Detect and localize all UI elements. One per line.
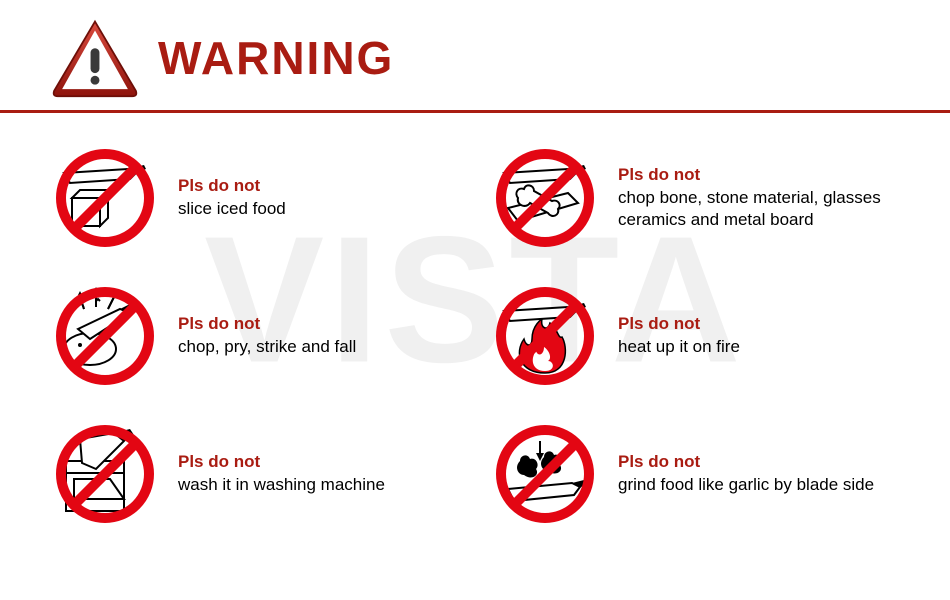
prohibit-icon bbox=[490, 143, 600, 253]
prohibit-icon bbox=[490, 281, 600, 391]
prohibit-icon bbox=[50, 419, 160, 529]
header: WARNING bbox=[0, 0, 950, 113]
strike-icon bbox=[50, 281, 160, 391]
warning-body: grind food like garlic by blade side bbox=[618, 474, 874, 497]
fire-icon bbox=[490, 281, 600, 391]
warning-item: Pls do not slice iced food bbox=[50, 143, 460, 253]
warning-item: Pls do not chop, pry, strike and fall bbox=[50, 281, 460, 391]
warning-body: chop bone, stone material, glasses ceram… bbox=[618, 187, 900, 233]
warning-body: wash it in washing machine bbox=[178, 474, 385, 497]
garlic-icon bbox=[490, 419, 600, 529]
warning-grid: Pls do not slice iced food Pls do not ch… bbox=[0, 113, 950, 549]
warning-item: Pls do not wash it in washing machine bbox=[50, 419, 460, 529]
warning-text: Pls do not slice iced food bbox=[178, 175, 286, 221]
warning-item: Pls do not grind food like garlic by bla… bbox=[490, 419, 900, 529]
warning-heading: Pls do not bbox=[178, 175, 286, 198]
warning-text: Pls do not heat up it on fire bbox=[618, 313, 740, 359]
warning-item: Pls do not heat up it on fire bbox=[490, 281, 900, 391]
warning-heading: Pls do not bbox=[618, 164, 900, 187]
bone-board-icon bbox=[490, 143, 600, 253]
warning-text: Pls do not chop bone, stone material, gl… bbox=[618, 164, 900, 233]
warning-triangle-icon bbox=[50, 18, 140, 98]
warning-text: Pls do not wash it in washing machine bbox=[178, 451, 385, 497]
page-title: WARNING bbox=[158, 31, 394, 85]
warning-item: Pls do not chop bone, stone material, gl… bbox=[490, 143, 900, 253]
prohibit-icon bbox=[50, 143, 160, 253]
dishwasher-icon bbox=[50, 419, 160, 529]
warning-text: Pls do not grind food like garlic by bla… bbox=[618, 451, 874, 497]
warning-text: Pls do not chop, pry, strike and fall bbox=[178, 313, 356, 359]
warning-heading: Pls do not bbox=[618, 313, 740, 336]
warning-heading: Pls do not bbox=[178, 313, 356, 336]
prohibit-icon bbox=[50, 281, 160, 391]
warning-body: slice iced food bbox=[178, 198, 286, 221]
prohibit-icon bbox=[490, 419, 600, 529]
warning-heading: Pls do not bbox=[178, 451, 385, 474]
warning-heading: Pls do not bbox=[618, 451, 874, 474]
warning-body: heat up it on fire bbox=[618, 336, 740, 359]
iced-food-icon bbox=[50, 143, 160, 253]
warning-body: chop, pry, strike and fall bbox=[178, 336, 356, 359]
